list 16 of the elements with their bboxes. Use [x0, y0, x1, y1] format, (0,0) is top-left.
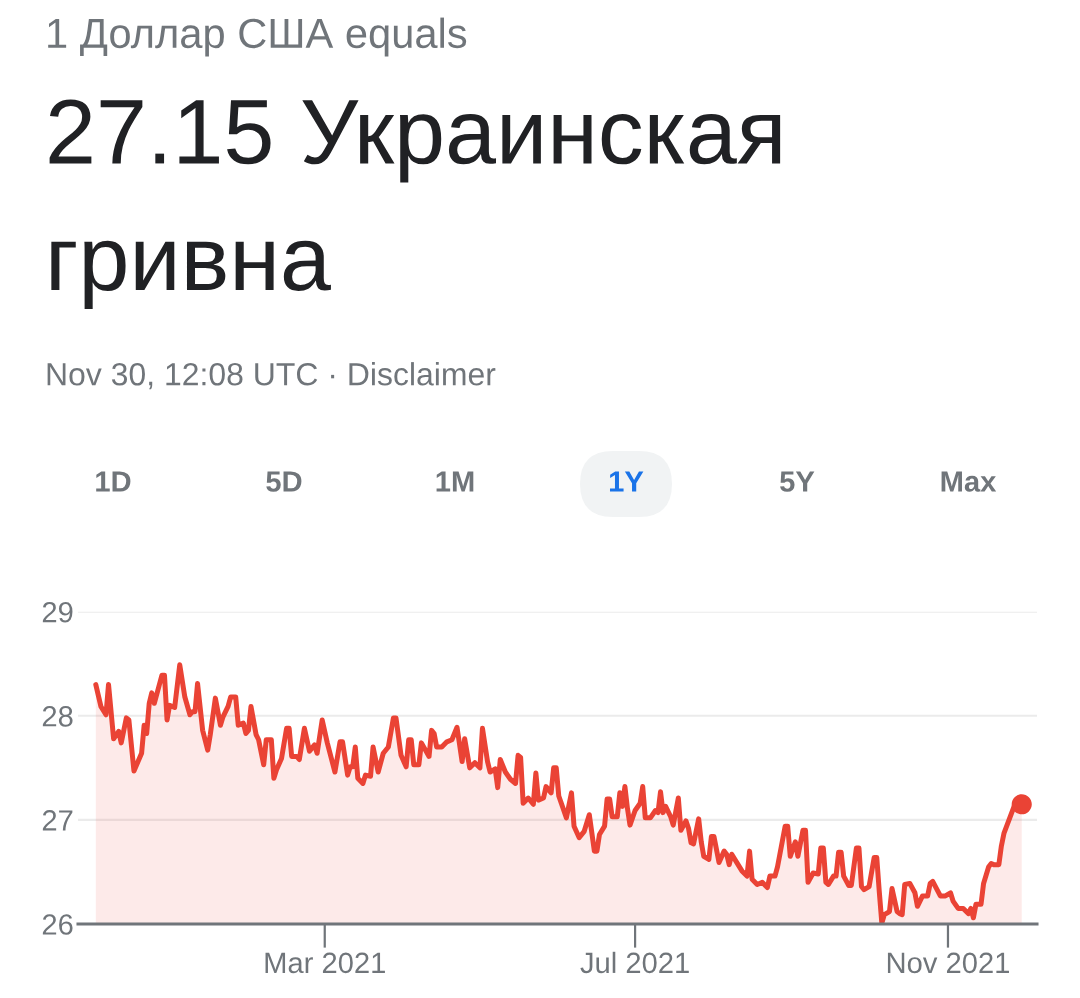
chart-title: 27.15 Украинская гривна [49, 99, 781, 310]
text: 5D [266, 471, 302, 492]
chart-subtitle: 1 Доллар США equals [48, 17, 467, 57]
text: 1D [96, 471, 131, 492]
y-tick-label: 28 [42, 706, 73, 727]
text: 1Y [610, 471, 644, 492]
y-tick-label: 26 [42, 914, 73, 935]
y-tick-label: 29 [42, 601, 73, 623]
x-tick-label: Nov 2021 [887, 952, 1009, 974]
x-tick-label: Jul 2021 [580, 951, 689, 974]
y-tick-label: 27 [42, 810, 73, 831]
x-tick-label: Mar 2021 [265, 952, 385, 974]
text: 5Y [780, 471, 815, 492]
text: Max [941, 471, 997, 492]
text: Nov 30, 12:08 UTC · Disclaimer [47, 362, 496, 390]
text: 1M [436, 471, 474, 492]
